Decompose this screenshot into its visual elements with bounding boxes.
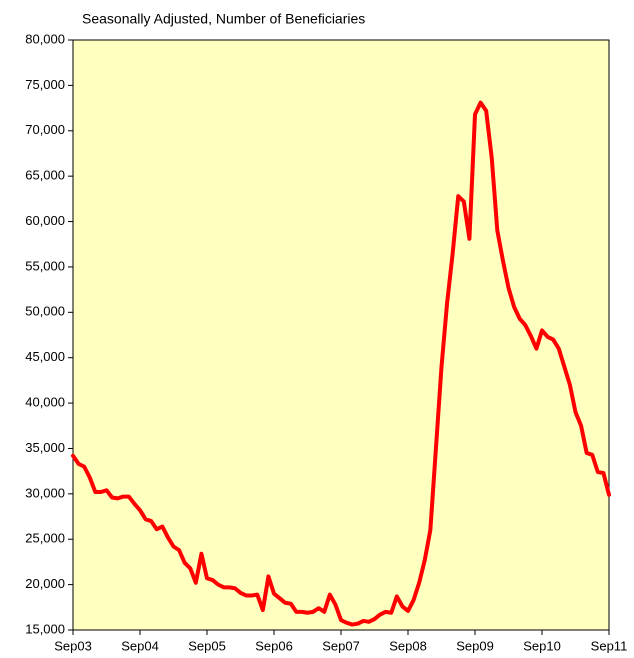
chart-title: Seasonally Adjusted, Number of Beneficia… — [82, 11, 365, 27]
y-tick-label: 40,000 — [25, 395, 65, 410]
y-tick-label: 50,000 — [25, 304, 65, 319]
x-tick-label: Sep07 — [322, 638, 360, 653]
y-tick-label: 45,000 — [25, 349, 65, 364]
y-tick-label: 35,000 — [25, 440, 65, 455]
x-tick-label: Sep05 — [188, 638, 226, 653]
x-tick-label: Sep04 — [121, 638, 159, 653]
x-tick-label: Sep10 — [523, 638, 561, 653]
y-tick-label: 70,000 — [25, 122, 65, 137]
y-tick-label: 75,000 — [25, 77, 65, 92]
x-tick-label: Sep03 — [54, 638, 92, 653]
x-tick-label: Sep09 — [456, 638, 494, 653]
plot-area — [73, 40, 609, 630]
x-tick-label: Sep11 — [591, 638, 628, 653]
y-tick-label: 15,000 — [25, 621, 65, 636]
y-tick-label: 80,000 — [25, 31, 65, 46]
x-tick-label: Sep08 — [389, 638, 427, 653]
y-tick-label: 65,000 — [25, 168, 65, 183]
y-tick-label: 20,000 — [25, 576, 65, 591]
y-tick-label: 60,000 — [25, 213, 65, 228]
plot-frame — [72, 39, 610, 631]
x-tick-label: Sep06 — [255, 638, 293, 653]
y-tick-label: 55,000 — [25, 258, 65, 273]
y-tick-label: 25,000 — [25, 531, 65, 546]
data-line — [71, 100, 611, 627]
y-tick-label: 30,000 — [25, 485, 65, 500]
